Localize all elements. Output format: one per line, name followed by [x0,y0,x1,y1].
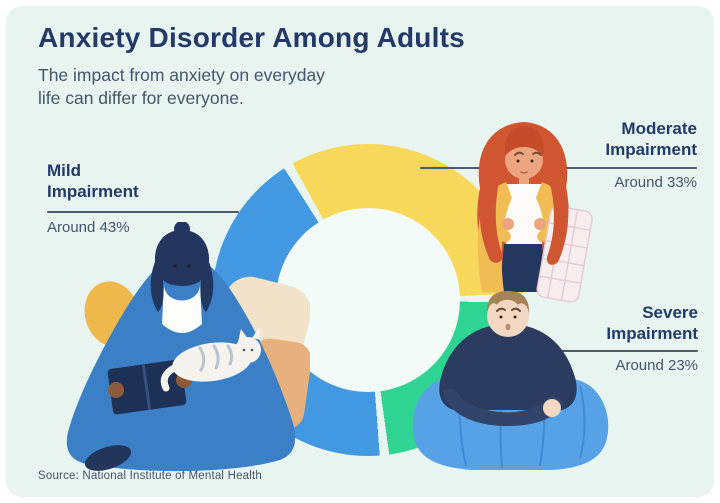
woman-reading-with-cat-illustration [66,222,310,472]
moderate-value: Around 33% [614,174,697,191]
sock [84,445,132,471]
hand-left [502,218,514,230]
face-features [496,307,521,331]
subtitle-line-1: The impact from anxiety on everyday [38,65,325,85]
moderate-label-line1: Moderate [621,119,697,138]
moderate-label-line2: Impairment [605,140,697,159]
severe-callout-line [526,350,698,352]
hair [486,291,530,314]
face [505,141,543,179]
severe-value: Around 23% [615,357,698,374]
moderate-callout-label: Moderate Impairment [605,118,697,160]
anxious-woman-with-blanket-illustration [477,122,593,303]
mild-callout-label: Mild Impairment [47,160,139,202]
page-subtitle: The impact from anxiety on everyday life… [38,64,325,110]
mild-value: Around 43% [47,219,130,236]
crossed-arm [442,388,564,426]
hand [543,399,561,417]
hand-left [108,382,124,398]
severe-callout-label: Severe Impairment [606,302,698,344]
plaid-blanket [536,205,593,303]
face [173,264,191,268]
severe-label-line2: Impairment [606,324,698,343]
source-attribution: Source: National Institute of Mental Hea… [38,470,263,482]
severe-label-line1: Severe [642,303,698,322]
hair-front [504,126,544,156]
skirt [500,244,546,292]
page-title: Anxiety Disorder Among Adults [38,22,465,53]
neck [519,174,529,184]
hair [150,222,214,312]
white-top [504,184,544,246]
head [487,295,529,337]
face-features [514,151,542,174]
mild-callout-line [47,211,239,213]
cat [160,328,261,392]
hair-strands [479,170,569,265]
hand-right [534,218,546,230]
sweater [439,324,577,410]
mild-label-line1: Mild [47,161,81,180]
blanket-folds [458,379,586,469]
mild-label-line2: Impairment [47,182,139,201]
white-shirt [162,284,202,333]
subtitle-line-2: life can differ for everyone. [38,88,244,108]
anxious-man-with-blanket-illustration [412,291,609,470]
